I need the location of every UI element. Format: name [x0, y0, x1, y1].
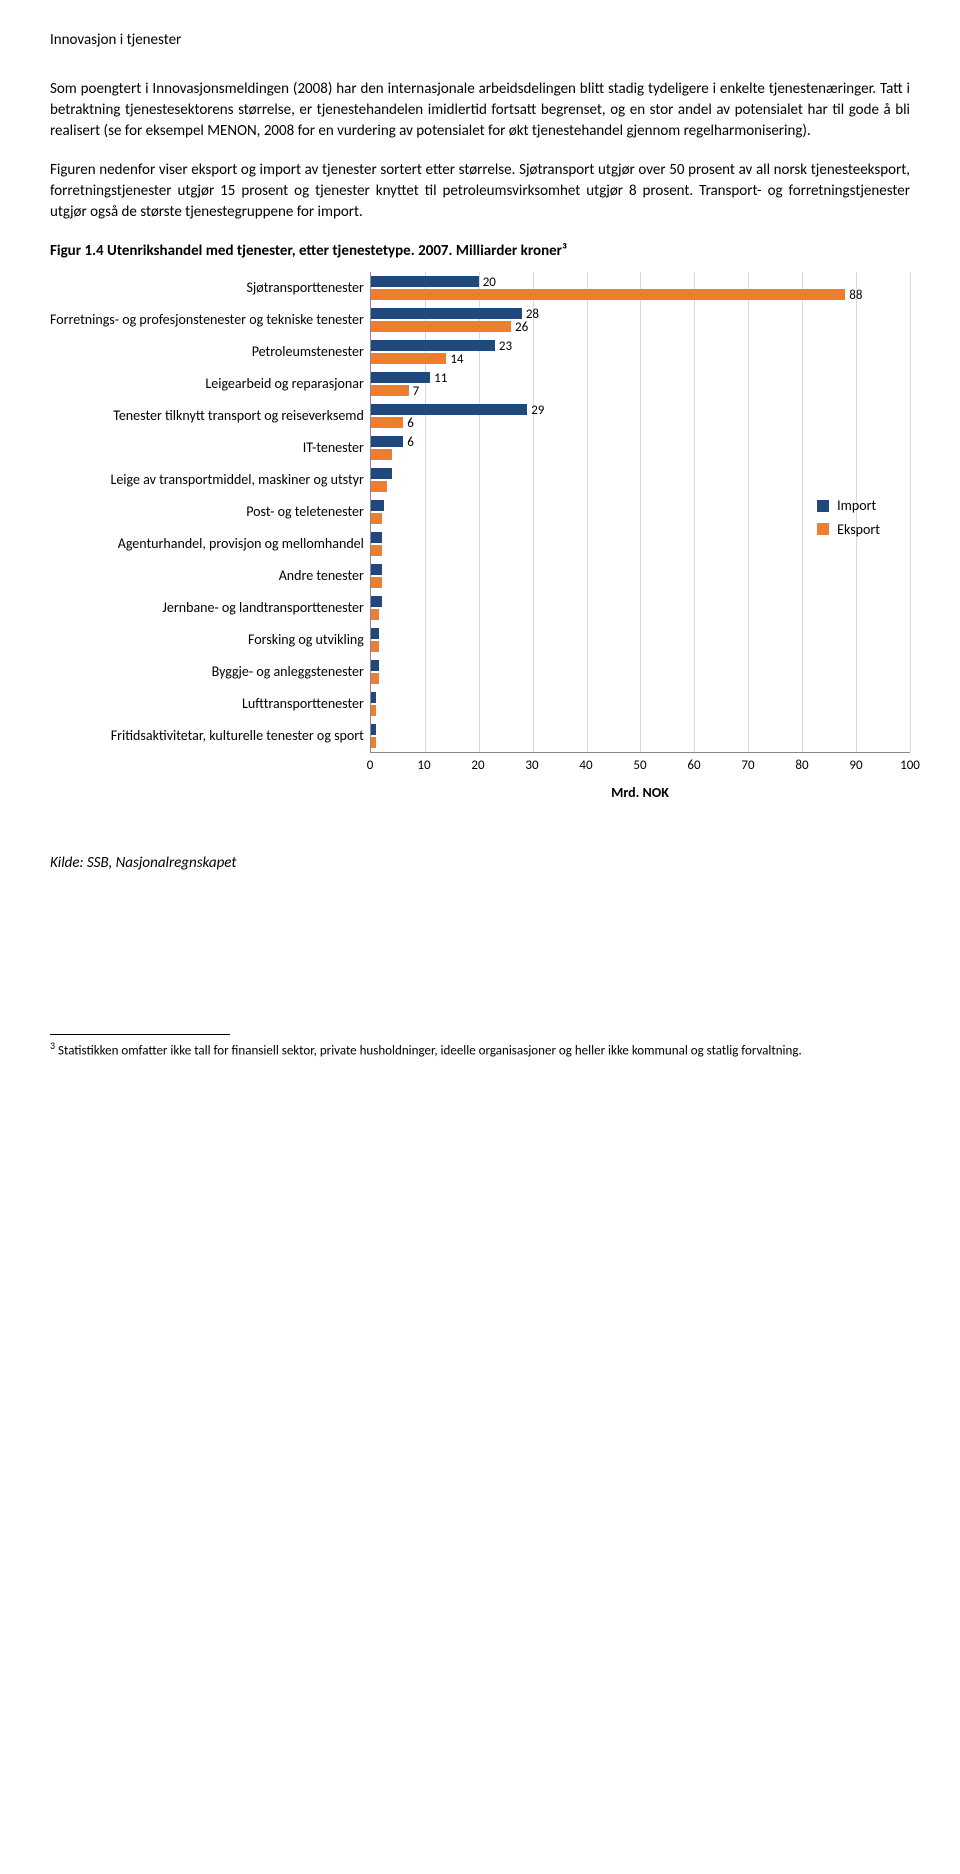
bar-row [371, 688, 910, 720]
chart-legend: Import Eksport [817, 492, 880, 543]
x-tick: 20 [471, 757, 484, 775]
chart-bar: 23 [371, 340, 495, 351]
chart-bar [371, 724, 376, 735]
bar-value-label: 6 [403, 434, 414, 452]
chart-bar [371, 737, 376, 748]
chart-bar [371, 692, 376, 703]
bar-value-label: 26 [511, 319, 528, 337]
x-tick: 10 [417, 757, 430, 775]
x-tick: 60 [687, 757, 700, 775]
footnote-marker: 3 [50, 1039, 55, 1052]
figure-title: Figur 1.4 Utenrikshandel med tjenester, … [50, 241, 910, 262]
legend-swatch-import [817, 500, 829, 512]
category-label: Forretnings- og profesjonstenester og te… [50, 304, 364, 336]
legend-item-eksport: Eksport [817, 520, 880, 540]
chart-bar [371, 481, 387, 492]
bar-value-label: 14 [446, 351, 463, 369]
chart-bar: 11 [371, 372, 430, 383]
bar-row [371, 656, 910, 688]
bar-row [371, 624, 910, 656]
chart-bar [371, 532, 382, 543]
legend-label-eksport: Eksport [837, 520, 880, 540]
category-label: Jernbane- og landtransporttenester [50, 592, 364, 624]
chart-bar [371, 449, 393, 460]
chart-bar: 20 [371, 276, 479, 287]
bar-value-label: 88 [845, 287, 862, 305]
chart-bar [371, 596, 382, 607]
x-tick: 40 [579, 757, 592, 775]
category-label: Post- og teletenester [50, 496, 364, 528]
bar-value-label: 29 [527, 402, 544, 420]
page-header: Innovasjon i tjenester [50, 30, 910, 51]
chart-bar [371, 705, 376, 716]
chart-bar: 14 [371, 353, 446, 364]
category-label: Petroleumstenester [50, 336, 364, 368]
legend-item-import: Import [817, 496, 880, 516]
footnote: 3 Statistikken omfatter ikke tall for fi… [50, 1039, 910, 1060]
chart-bar [371, 660, 379, 671]
chart-bar [371, 577, 382, 588]
bar-row [371, 720, 910, 752]
chart-bar [371, 609, 379, 620]
chart-bar [371, 468, 393, 479]
category-label: Sjøtransporttenester [50, 272, 364, 304]
category-label: Leige av transportmiddel, maskiner og ut… [50, 464, 364, 496]
legend-label-import: Import [837, 496, 876, 516]
bar-row [371, 592, 910, 624]
category-label: Leigearbeid og reparasjonar [50, 368, 364, 400]
bar-value-label: 23 [495, 338, 512, 356]
x-tick: 30 [525, 757, 538, 775]
chart-x-title: Mrd. NOK [370, 783, 910, 803]
chart-source: Kilde: SSB, Nasjonalregnskapet [50, 853, 910, 874]
x-tick: 0 [367, 757, 374, 775]
bar-row [371, 560, 910, 592]
chart-bar [371, 628, 379, 639]
chart-container: Import Eksport SjøtransporttenesterForre… [50, 272, 910, 803]
x-tick: 80 [795, 757, 808, 775]
bar-row: 2088 [371, 272, 910, 304]
chart-bar: 26 [371, 321, 511, 332]
x-tick: 50 [633, 757, 646, 775]
bar-row: 2826 [371, 304, 910, 336]
x-tick: 70 [741, 757, 754, 775]
x-tick: 100 [900, 757, 920, 775]
footnote-separator [50, 1034, 230, 1035]
chart-bar [371, 545, 382, 556]
category-label: Forsking og utvikling [50, 624, 364, 656]
bar-value-label: 11 [430, 370, 447, 388]
chart-bar [371, 513, 382, 524]
chart-bar: 6 [371, 417, 403, 428]
chart-bar [371, 564, 382, 575]
chart-bar [371, 500, 384, 511]
x-tick: 90 [849, 757, 862, 775]
paragraph-1: Som poengtert i Innovasjonsmeldingen (20… [50, 79, 910, 142]
chart-bar: 29 [371, 404, 527, 415]
bar-row: 6 [371, 432, 910, 464]
chart-bar [371, 673, 379, 684]
chart-x-axis: 0102030405060708090100 [370, 753, 910, 777]
bar-row: 2314 [371, 336, 910, 368]
bar-value-label: 7 [409, 383, 420, 401]
bar-row: 296 [371, 400, 910, 432]
chart-bar: 6 [371, 436, 403, 447]
bar-value-label: 6 [403, 415, 414, 433]
chart-bar: 7 [371, 385, 409, 396]
category-label: IT-tenester [50, 432, 364, 464]
chart-y-labels: SjøtransporttenesterForretnings- og prof… [50, 272, 370, 753]
category-label: Andre tenester [50, 560, 364, 592]
chart-bar: 28 [371, 308, 522, 319]
category-label: Agenturhandel, provisjon og mellomhandel [50, 528, 364, 560]
paragraph-2: Figuren nedenfor viser eksport og import… [50, 160, 910, 223]
footnote-text: Statistikken omfatter ikke tall for fina… [58, 1043, 802, 1058]
category-label: Lufttransporttenester [50, 688, 364, 720]
category-label: Fritidsaktivitetar, kulturelle tenester … [50, 720, 364, 752]
chart-bar [371, 641, 379, 652]
bar-row: 117 [371, 368, 910, 400]
chart-bar: 88 [371, 289, 845, 300]
category-label: Tenester tilknytt transport og reiseverk… [50, 400, 364, 432]
legend-swatch-eksport [817, 523, 829, 535]
category-label: Byggje- og anleggstenester [50, 656, 364, 688]
